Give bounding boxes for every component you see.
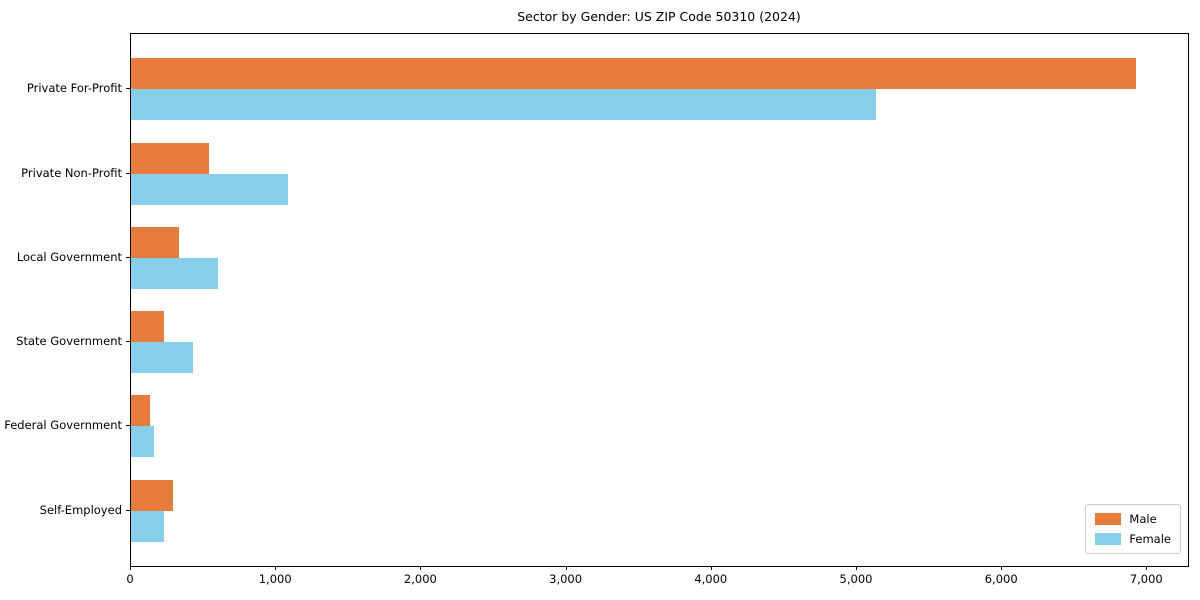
x-tick-mark bbox=[130, 566, 131, 570]
x-tick-label: 5,000 bbox=[839, 572, 873, 586]
bar-female-1 bbox=[131, 173, 288, 205]
x-tick-mark bbox=[856, 566, 857, 570]
bar-female-4 bbox=[131, 426, 154, 458]
legend-item-male: Male bbox=[1095, 512, 1171, 526]
x-tick-mark bbox=[565, 566, 567, 570]
bar-female-3 bbox=[131, 342, 194, 374]
bar-male-1 bbox=[131, 142, 210, 174]
chart-title: Sector by Gender: US ZIP Code 50310 (202… bbox=[517, 9, 801, 24]
x-tick-label: 0 bbox=[126, 572, 134, 586]
y-tick-mark bbox=[126, 509, 130, 511]
y-tick-label: Private Non-Profit bbox=[21, 165, 122, 180]
x-tick-label: 4,000 bbox=[694, 572, 728, 586]
x-tick-label: 2,000 bbox=[403, 572, 437, 586]
y-tick-mark bbox=[126, 425, 130, 427]
x-tick-label: 7,000 bbox=[1129, 572, 1163, 586]
x-tick-label: 1,000 bbox=[258, 572, 292, 586]
x-tick-mark bbox=[1001, 566, 1003, 570]
bar-male-2 bbox=[131, 226, 179, 258]
bar-female-2 bbox=[131, 257, 219, 289]
bar-male-0 bbox=[131, 58, 1136, 90]
x-tick-label: 6,000 bbox=[984, 572, 1018, 586]
y-tick-mark bbox=[126, 88, 130, 90]
y-tick-label: Federal Government bbox=[4, 418, 122, 433]
x-tick-label: 3,000 bbox=[549, 572, 583, 586]
x-tick-mark bbox=[1146, 566, 1148, 570]
legend: Male Female bbox=[1085, 504, 1181, 554]
legend-label: Female bbox=[1129, 532, 1171, 546]
y-tick-mark bbox=[126, 341, 130, 343]
bar-female-0 bbox=[131, 89, 876, 121]
x-tick-mark bbox=[275, 566, 277, 570]
y-tick-label: Local Government bbox=[16, 249, 122, 264]
bar-male-3 bbox=[131, 311, 165, 343]
legend-label: Male bbox=[1129, 512, 1157, 526]
legend-swatch-male bbox=[1095, 513, 1122, 525]
bar-male-5 bbox=[131, 479, 174, 511]
x-tick-mark bbox=[420, 566, 422, 570]
legend-swatch-female bbox=[1095, 533, 1122, 545]
y-tick-label: State Government bbox=[16, 334, 122, 349]
x-tick-mark bbox=[710, 566, 712, 570]
y-tick-label: Self-Employed bbox=[39, 502, 122, 517]
y-tick-mark bbox=[126, 172, 130, 174]
plot-area: Male Female bbox=[130, 33, 1189, 567]
legend-item-female: Female bbox=[1095, 532, 1171, 546]
y-tick-mark bbox=[126, 256, 130, 258]
bar-female-5 bbox=[131, 510, 165, 542]
bar-male-4 bbox=[131, 395, 150, 427]
y-tick-label: Private For-Profit bbox=[26, 81, 122, 96]
